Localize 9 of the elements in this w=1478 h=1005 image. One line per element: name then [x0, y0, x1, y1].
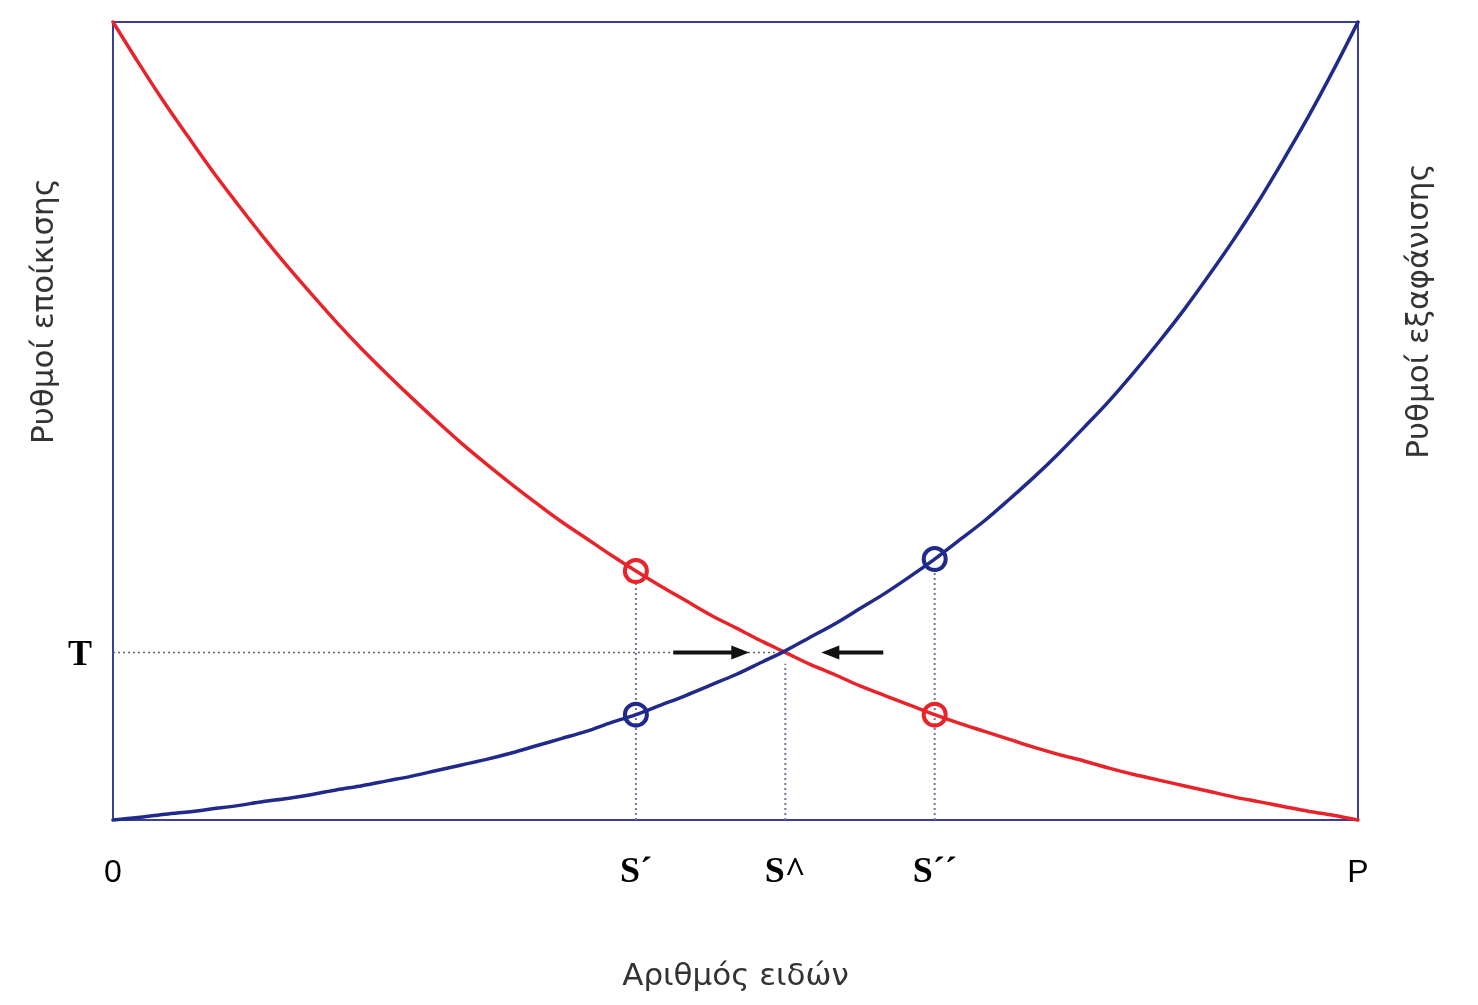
- x-tick-label: S´: [619, 850, 652, 890]
- x-tick-label: S^: [764, 850, 806, 890]
- x-tick-label: S´´: [912, 850, 957, 890]
- x-axis-title: Αριθμός ειδών: [622, 956, 849, 992]
- ref-line-label: T: [67, 633, 93, 674]
- y2-axis-title: Ρυθμοί εξαφάνισης: [1399, 163, 1435, 459]
- x-tick-label: P: [1347, 853, 1369, 889]
- x-tick-label: 0: [104, 853, 122, 889]
- y-axis-title: Ρυθμοί εποίκισης: [24, 178, 60, 444]
